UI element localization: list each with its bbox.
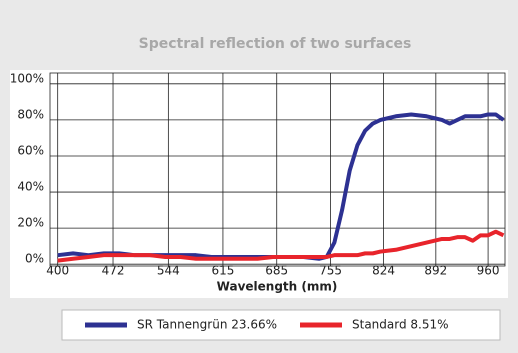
- x-tick-label: 685: [265, 264, 288, 278]
- y-tick-label: 0%: [25, 252, 44, 266]
- y-tick-label: 100%: [10, 71, 44, 85]
- x-tick-label: 472: [102, 264, 125, 278]
- y-tick-label: 20%: [17, 216, 44, 230]
- y-tick-label: 80%: [17, 107, 44, 121]
- x-tick-label: 615: [211, 264, 234, 278]
- y-tick-label: 40%: [17, 180, 44, 194]
- y-tick-label: 60%: [17, 143, 44, 157]
- x-axis-label: Wavelength (mm): [217, 280, 338, 294]
- plot-frame: [49, 72, 506, 267]
- x-tick-label: 755: [319, 264, 342, 278]
- x-tick-label: 544: [157, 264, 180, 278]
- chart-title: Spectral reflection of two surfaces: [139, 36, 412, 52]
- x-tick-label: 960: [477, 264, 500, 278]
- x-tick-label: 400: [46, 264, 69, 278]
- legend-label: Standard 8.51%: [352, 318, 449, 332]
- x-tick-label: 824: [372, 264, 395, 278]
- legend: [61, 309, 501, 341]
- x-tick-label: 892: [424, 264, 447, 278]
- legend-label: SR Tannengrün 23.66%: [137, 318, 277, 332]
- series-line: [57, 229, 505, 263]
